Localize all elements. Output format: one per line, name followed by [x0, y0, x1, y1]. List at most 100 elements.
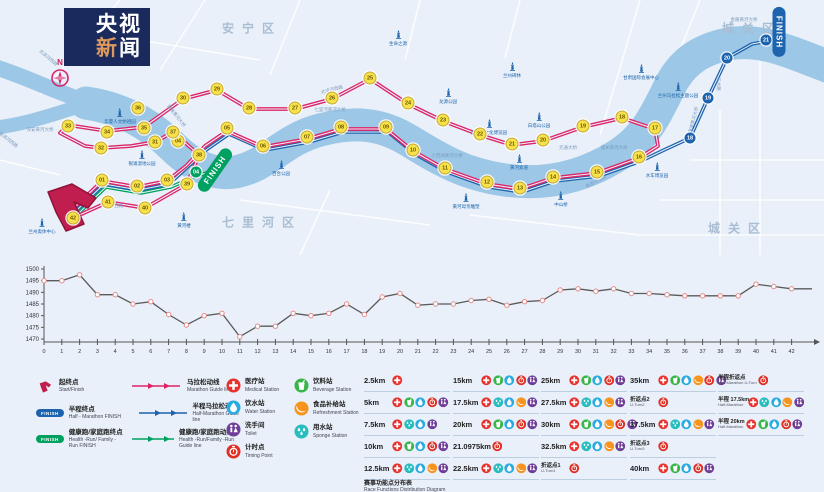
landmark-icon	[139, 149, 145, 159]
km-row-icons	[658, 397, 669, 408]
marathon-km-marker-42: 42	[66, 211, 80, 225]
km-row-半程折返点: 半程折返点 Half-Marathon U-Turn	[718, 370, 804, 392]
km-column-1: 2.5km 5km 7.5km 10km 12.5km	[364, 370, 450, 480]
km-row-icons	[569, 397, 626, 408]
timing-station-icon	[492, 441, 503, 452]
marathon-km-marker-03: 03	[160, 173, 174, 187]
x-tick-label: 20	[397, 349, 403, 355]
data-point-km-42	[788, 286, 795, 292]
marathon-km-marker-17: 17	[648, 121, 662, 135]
sponge-station-icon	[580, 441, 591, 452]
landmark-黄河母亲雕塑: 黄河母亲雕塑	[453, 192, 480, 210]
km-row-40km: 40km	[630, 458, 716, 480]
landmark-icon	[463, 192, 469, 202]
marathon-km-marker-20: 20	[536, 133, 550, 147]
y-tick-label: 1470	[26, 337, 40, 343]
guide-line-zh: 半程马拉松动线	[192, 403, 238, 410]
x-tick-label: 24	[468, 349, 474, 355]
x-tick-label: 17	[344, 349, 350, 355]
x-tick-label: 6	[149, 349, 152, 355]
landmark-label: 华夏人文始祖园	[104, 119, 136, 124]
district-label: 城关区	[721, 21, 783, 36]
refreshment-station-icon	[294, 401, 309, 416]
data-point-km-33	[628, 290, 635, 297]
caption-zh: 赛事功能点分布表	[364, 481, 413, 487]
sponge-station-icon	[759, 397, 770, 408]
marathon-km-marker-06: 06	[256, 139, 270, 153]
x-tick-label: 10	[219, 349, 225, 355]
landmark-label: 黄河索道	[510, 165, 528, 170]
x-tick-label: 9	[203, 349, 206, 355]
marathon-km-marker-11: 11	[438, 161, 452, 175]
toilet-station-icon	[704, 463, 715, 474]
landmark-银滩湿地公园: 银滩湿地公园	[129, 149, 156, 167]
course-map: N	[0, 0, 824, 255]
way-label: 深安黄河大桥	[26, 127, 54, 132]
x-axis-arrow	[814, 339, 820, 345]
data-point-km-28	[539, 297, 546, 304]
elevation-line	[44, 274, 812, 338]
timing-station-icon	[658, 441, 669, 452]
marathon-km-marker-15: 15	[590, 165, 604, 179]
data-point-km-19	[379, 294, 385, 300]
km-column-5: 半程折返点 Half-Marathon U-Turn 半程 17.5km Half-M…	[718, 370, 804, 436]
km-row-12.5km: 12.5km	[364, 458, 450, 480]
landmark-icon	[509, 61, 515, 71]
road-lines	[0, 0, 824, 255]
station-legend-beverage: 饮料站 Beverage Station	[294, 378, 351, 393]
half-km-marker-20: 20	[721, 52, 733, 64]
data-point-km-41	[771, 283, 777, 290]
landmark-label: 白塔山公园	[527, 123, 551, 128]
medical-station-icon	[481, 419, 492, 430]
timing-station-icon	[426, 441, 437, 452]
landmark-icon	[675, 81, 681, 91]
marathon-km-marker-01: 01	[95, 173, 109, 187]
marathon-km-marker-32: 32	[94, 141, 108, 155]
marathon-km-marker-10: 10	[406, 143, 420, 157]
landmark-label: 黄河楼	[177, 223, 191, 228]
marathon-km-marker-09: 09	[379, 120, 393, 134]
timing-station-icon	[615, 419, 626, 430]
refreshment-station-icon	[692, 375, 703, 386]
route-legend-half-finish: FINISH 半程终点 Half - Marathon FINISH 半程马拉松动线 H…	[36, 403, 246, 423]
toilet-station-icon	[626, 419, 637, 430]
district-label: 安宁区	[221, 21, 283, 36]
x-tick-label: 13	[272, 349, 278, 355]
km-row-30km: 30km	[541, 414, 637, 436]
landmark-水车博览园: 水车博览园	[645, 161, 669, 179]
half-km-marker-18: 18	[684, 132, 696, 144]
data-point-km-37	[699, 293, 706, 299]
landmark-label: 水车博览园	[645, 173, 669, 178]
toilet-station-icon	[527, 375, 538, 386]
km-row-label: 20km	[453, 420, 473, 429]
toilet-station-icon	[426, 419, 437, 430]
data-point-km-8	[183, 322, 190, 328]
x-tick-label: 14	[290, 349, 296, 355]
way-label: 城关黄河大桥	[600, 145, 628, 150]
km-column-3: 25km 27.5km 30km 32.5km 折返点1 U-Turn1	[541, 370, 637, 480]
marathon-km-marker-18: 18	[615, 110, 629, 124]
water-station-icon	[592, 375, 603, 386]
km-row-7.5km: 7.5km	[364, 414, 450, 436]
km-row-label: 折返点3 U-Turn3	[630, 441, 657, 451]
km-row-label: 30km	[541, 420, 561, 429]
cctv-news-logo: 央视 新闻	[64, 8, 150, 66]
medical-station-icon	[392, 419, 403, 430]
km-row-icons	[747, 397, 805, 408]
km-row-label: 22.5km	[453, 464, 479, 473]
marathon-km-marker-30: 30	[176, 91, 190, 105]
half-km-marker-19: 19	[702, 92, 714, 104]
data-point-km-40	[753, 281, 759, 287]
water-station-icon	[415, 463, 426, 474]
toilet-station-icon	[438, 463, 449, 474]
km-row-35km: 35km	[630, 370, 726, 392]
way-label: 金雁黄河大桥	[730, 17, 758, 22]
marathon-km-marker-14: 14	[546, 170, 560, 184]
water-station-icon	[504, 397, 515, 408]
station-legend-text: 计时点 Timing Point	[245, 444, 273, 458]
station-en: Refreshment Station	[313, 409, 359, 416]
water-station-icon	[415, 397, 426, 408]
station-en: Toilet	[245, 430, 257, 437]
x-tick-label: 11	[237, 349, 243, 355]
marathon-km-marker-24: 24	[401, 96, 415, 110]
